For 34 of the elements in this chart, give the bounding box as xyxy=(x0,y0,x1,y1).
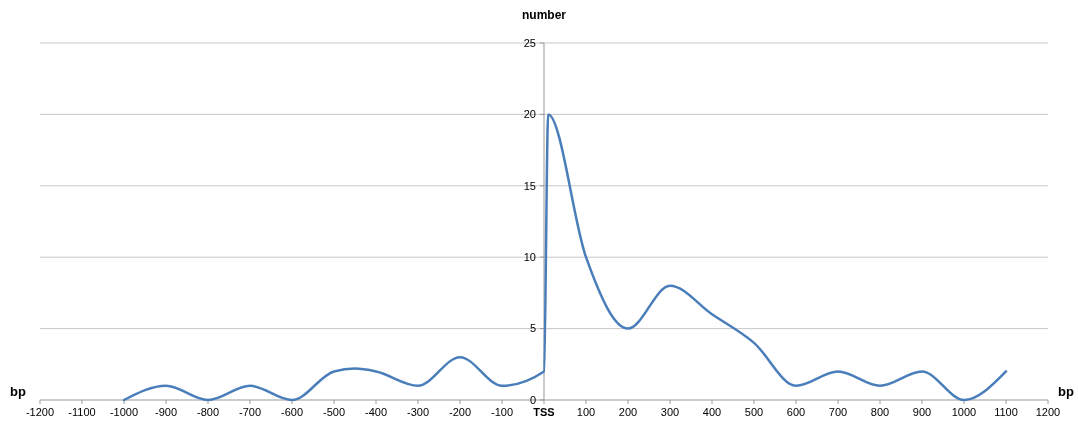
x-tick-label: -900 xyxy=(154,406,178,418)
x-axis-title: bp xyxy=(1058,384,1075,400)
x-tick-label: -200 xyxy=(448,406,472,418)
x-tick-label: 500 xyxy=(744,406,764,418)
y-tick-label: 25 xyxy=(523,36,536,49)
x-tick-label: 400 xyxy=(702,406,722,418)
x-tick-label: -300 xyxy=(406,406,430,418)
y-tick-label: 0 xyxy=(529,393,536,406)
y-tick-label: 10 xyxy=(523,251,536,264)
x-tick-label: -800 xyxy=(196,406,220,418)
x-tick-label: -1200 xyxy=(25,406,55,418)
x-tick-label: 1100 xyxy=(994,406,1018,418)
x-tick-label: 700 xyxy=(828,406,848,418)
x-tick-label: -600 xyxy=(280,406,304,418)
x-tick-label: 600 xyxy=(786,406,806,418)
x-tick-label: -1000 xyxy=(109,406,139,418)
x-tick-label: 900 xyxy=(912,406,932,418)
y-tick-label: 15 xyxy=(523,179,536,192)
x-tick-label: -100 xyxy=(490,406,514,418)
x-tick-label: TSS xyxy=(533,406,555,418)
x-tick-label: 300 xyxy=(660,406,680,418)
text: bp xyxy=(10,384,26,400)
x-tick-label: -1100 xyxy=(68,406,96,418)
y-tick-label: 5 xyxy=(529,322,536,335)
y-axis-title: number xyxy=(521,8,567,22)
x-tick-label: 800 xyxy=(870,406,890,418)
x-tick-label: -400 xyxy=(364,406,388,418)
x-tick-label: 200 xyxy=(618,406,638,418)
y-tick-label: 20 xyxy=(523,108,536,121)
x-tick-label: -500 xyxy=(322,406,346,418)
x-tick-label: 1000 xyxy=(951,406,977,418)
x-tick-label: -700 xyxy=(238,406,262,418)
x-tick-label: 100 xyxy=(576,406,596,418)
x-tick-label: 1200 xyxy=(1035,406,1061,418)
